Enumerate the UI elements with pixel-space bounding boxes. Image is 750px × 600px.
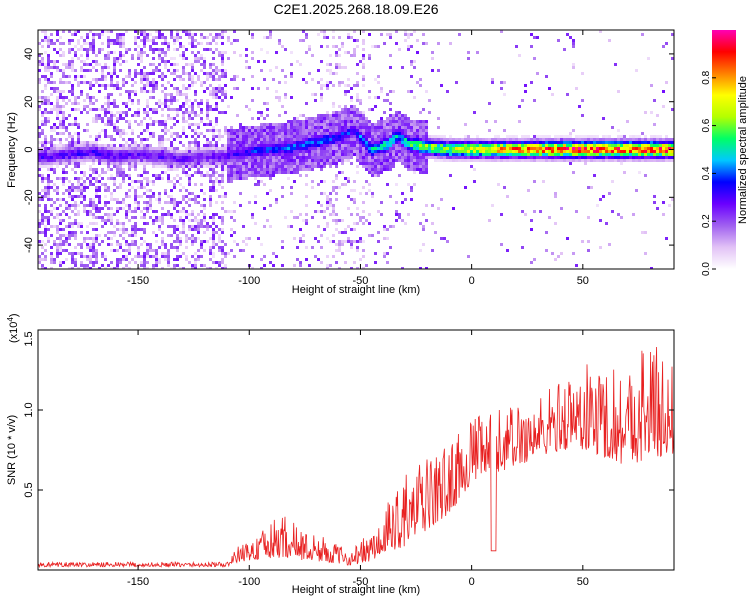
y-tick-label: 20 bbox=[23, 96, 35, 108]
snr-multiplier: (x104) bbox=[6, 313, 20, 343]
colorbar-tick-label: 0.4 bbox=[701, 166, 712, 180]
colorbar-tick-label: 0.8 bbox=[701, 70, 712, 84]
x-tick-label: -150 bbox=[127, 576, 149, 588]
spectrogram-x-label: Height of straight line (km) bbox=[292, 284, 420, 296]
x-tick-label: -100 bbox=[238, 576, 260, 588]
colorbar-tick-label: 0.0 bbox=[701, 262, 712, 276]
x-tick-label: -150 bbox=[127, 275, 149, 287]
chart-title: C2E1.2025.268.18.09.E26 bbox=[273, 1, 438, 17]
x-tick-label: -100 bbox=[238, 275, 260, 287]
snr-x-axis: -150 -100 -50 0 50 bbox=[127, 330, 589, 588]
spectrogram-panel: -150 -100 -50 0 50 -40 -20 0 20 40 Height of str… bbox=[6, 29, 675, 296]
y-tick-label: 0 bbox=[23, 146, 35, 152]
snr-panel: -150 -100 -50 0 50 0.5 1.0 1.5 (x104) Height o… bbox=[6, 313, 675, 596]
colorbar-gradient bbox=[712, 30, 736, 269]
colorbar: 0.0 0.2 0.4 0.6 0.8 Normalized spectral ampl… bbox=[701, 30, 749, 276]
spectrogram-y-label: Frequency (Hz) bbox=[6, 112, 18, 188]
y-tick-label: 1.0 bbox=[23, 402, 35, 417]
x-tick-label: 50 bbox=[577, 275, 589, 287]
snr-frame bbox=[37, 329, 675, 571]
x-tick-label: 50 bbox=[577, 576, 589, 588]
snr-series-line bbox=[38, 346, 674, 569]
spectrogram-y-axis: -40 -20 0 20 40 bbox=[23, 48, 674, 253]
spectrogram-image bbox=[38, 30, 674, 269]
snr-x-label: Height of straight line (km) bbox=[292, 584, 420, 596]
x-tick-label: 0 bbox=[469, 576, 475, 588]
spectrogram-x-axis: -150 -100 -50 0 50 bbox=[127, 30, 589, 287]
x-tick-label: -50 bbox=[352, 275, 368, 287]
colorbar-tick-label: 0.2 bbox=[701, 214, 712, 228]
colorbar-tick-label: 0.6 bbox=[701, 118, 712, 132]
colorbar-axis: 0.0 0.2 0.4 0.6 0.8 bbox=[701, 70, 716, 276]
x-tick-label: -50 bbox=[352, 576, 368, 588]
y-tick-label: 40 bbox=[23, 48, 35, 60]
y-tick-label: 0.5 bbox=[23, 482, 35, 497]
x-tick-label: 0 bbox=[469, 275, 475, 287]
colorbar-label: Normalized spectral amplitude bbox=[737, 76, 749, 224]
snr-y-axis: 0.5 1.0 1.5 bbox=[23, 329, 674, 498]
y-tick-label: 1.5 bbox=[23, 331, 35, 346]
y-tick-label: -20 bbox=[23, 189, 35, 205]
y-tick-label: -40 bbox=[23, 237, 35, 253]
snr-y-label: SNR (10 * v/v) bbox=[6, 415, 18, 485]
snr-multiplier-exp: 4 bbox=[6, 317, 15, 322]
